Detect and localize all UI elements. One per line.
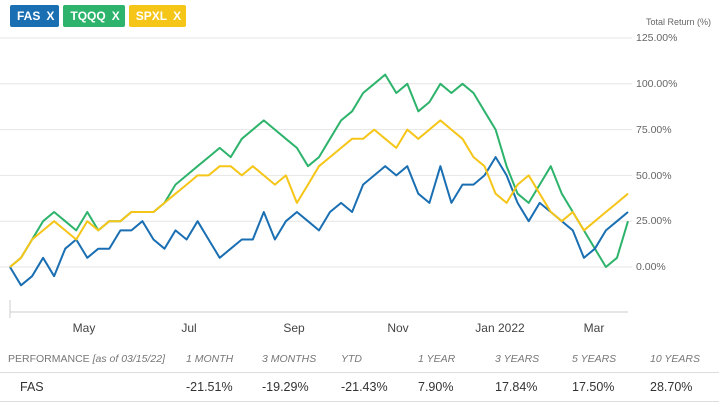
col-3-months: 3 MONTHS bbox=[262, 353, 317, 365]
y-tick-label: 50.00% bbox=[636, 170, 672, 182]
divider bbox=[0, 401, 719, 402]
y-tick-label: 125.00% bbox=[636, 32, 678, 44]
series-line-spxl bbox=[9, 119, 629, 268]
x-tick-label: Mar bbox=[583, 321, 605, 335]
remove-ticker-icon[interactable]: X bbox=[173, 9, 182, 23]
cell-1-year: 7.90% bbox=[418, 380, 454, 394]
y-tick-label: 100.00% bbox=[636, 78, 678, 90]
y-tick-label: 0.00% bbox=[636, 261, 666, 273]
x-tick-label: Jan 2022 bbox=[475, 321, 525, 335]
col-5-years: 5 YEARS bbox=[572, 353, 617, 365]
ticker-tag-fas[interactable]: FAS X bbox=[10, 5, 60, 27]
performance-header: PERFORMANCE [as of 03/15/22] 1 MONTH 3 M… bbox=[0, 353, 719, 367]
col-3-years: 3 YEARS bbox=[495, 353, 540, 365]
x-tick-label: May bbox=[72, 321, 96, 335]
cell-3-years: 17.84% bbox=[495, 380, 538, 394]
ticker-tag-tqqq[interactable]: TQQQ X bbox=[63, 5, 125, 27]
y-tick-label: 25.00% bbox=[636, 215, 672, 227]
cell-ytd: -21.43% bbox=[341, 380, 388, 394]
remove-ticker-icon[interactable]: X bbox=[111, 9, 120, 23]
chart-grid bbox=[0, 37, 632, 318]
ticker-tag-spxl[interactable]: SPXL X bbox=[128, 5, 187, 27]
y-axis-title: Total Return (%) bbox=[645, 17, 711, 27]
cell-5-years: 17.50% bbox=[572, 380, 615, 394]
x-tick-label: Jul bbox=[181, 321, 197, 335]
remove-ticker-icon[interactable]: X bbox=[46, 9, 55, 23]
col-1-month: 1 MONTH bbox=[186, 353, 234, 365]
x-tick-label: Sep bbox=[283, 321, 305, 335]
series-line-fas bbox=[9, 156, 629, 287]
divider bbox=[0, 372, 719, 373]
chart-lines bbox=[9, 73, 629, 287]
col-10-years: 10 YEARS bbox=[650, 353, 701, 365]
ticker-label: FAS bbox=[17, 9, 41, 23]
cell-1-month: -21.51% bbox=[186, 380, 233, 394]
ticker-label: SPXL bbox=[135, 9, 168, 23]
ticker-label: TQQQ bbox=[70, 9, 106, 23]
y-tick-label: 75.00% bbox=[636, 124, 672, 136]
performance-title: PERFORMANCE [as of 03/15/22] bbox=[8, 353, 165, 365]
cell-3-months: -19.29% bbox=[262, 380, 309, 394]
ticker-tags: FAS X TQQQ X SPXL X bbox=[10, 5, 187, 27]
series-line-tqqq bbox=[9, 73, 629, 268]
fund-name: FAS bbox=[20, 380, 44, 394]
col-1-year: 1 YEAR bbox=[418, 353, 456, 365]
x-tick-label: Nov bbox=[387, 321, 409, 335]
cell-10-years: 28.70% bbox=[650, 380, 693, 394]
col-ytd: YTD bbox=[341, 353, 362, 365]
